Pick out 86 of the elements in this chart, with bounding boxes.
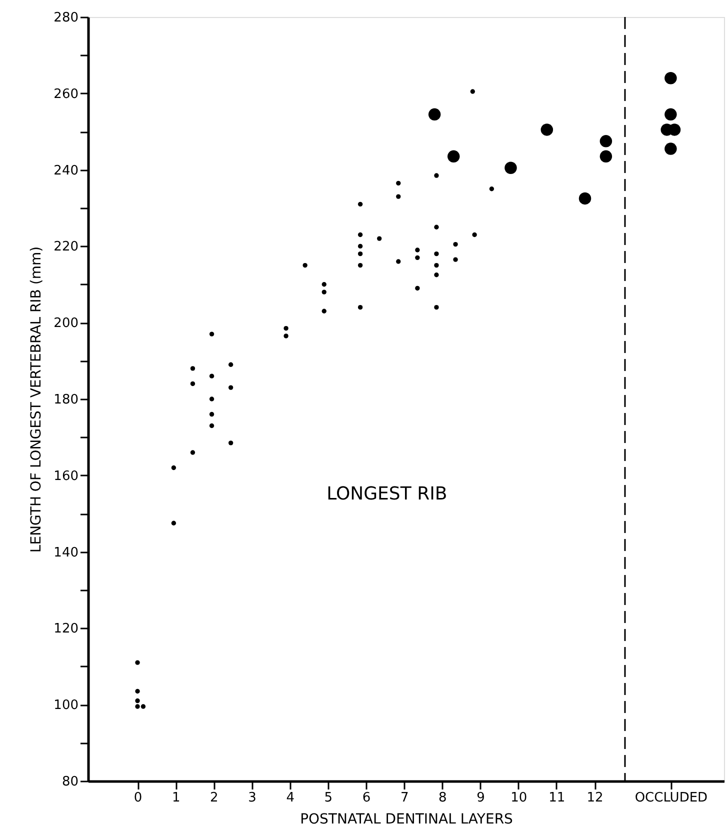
y-tick-label: 100 <box>54 698 78 714</box>
y-tick-label: 140 <box>54 545 78 560</box>
x-tick-label: OCCLUDED <box>634 790 708 806</box>
y-tick-label: 220 <box>54 240 78 255</box>
x-tick-label: 8 <box>438 790 447 806</box>
point <box>322 308 326 314</box>
x-tick-label: 11 <box>548 790 566 806</box>
y-tick-label: 200 <box>54 316 78 332</box>
y-tick-label: 80 <box>62 774 78 790</box>
x-tick-label: 7 <box>400 790 409 806</box>
point <box>376 236 382 241</box>
point <box>447 150 460 163</box>
point <box>434 304 439 310</box>
point <box>209 396 214 402</box>
point <box>540 124 554 136</box>
point <box>396 194 401 199</box>
point <box>600 150 612 163</box>
point <box>135 688 140 694</box>
point <box>190 381 196 386</box>
point <box>135 704 140 709</box>
point <box>504 162 517 174</box>
point <box>453 242 458 247</box>
point <box>135 660 140 665</box>
x-tick-label: 5 <box>324 790 333 806</box>
point <box>171 520 176 526</box>
x-tick-label: 6 <box>362 790 371 806</box>
x-tick-label: 10 <box>510 790 528 806</box>
point <box>322 290 326 294</box>
x-tick-label: 4 <box>286 790 294 806</box>
point <box>209 412 214 417</box>
point <box>470 89 475 94</box>
point <box>578 192 592 205</box>
x-tick-label: 1 <box>172 790 180 806</box>
annotation: LONGEST RIB <box>326 484 448 504</box>
point <box>228 440 234 446</box>
point <box>415 248 420 252</box>
point <box>358 304 363 310</box>
point <box>302 262 308 268</box>
point <box>284 334 288 338</box>
point <box>322 282 326 287</box>
point <box>140 704 146 709</box>
point <box>190 450 196 455</box>
x-tick-label: 3 <box>248 790 256 806</box>
point <box>209 332 214 336</box>
y-tick-label: 240 <box>54 163 78 178</box>
x-tick-label: 12 <box>586 790 604 806</box>
point <box>396 180 401 186</box>
point <box>358 244 363 249</box>
point <box>190 366 196 371</box>
point <box>434 173 439 178</box>
x-tick-label: 9 <box>476 790 485 806</box>
point <box>209 374 214 378</box>
point <box>472 232 477 238</box>
point <box>664 108 677 121</box>
y-tick-label: 160 <box>54 468 78 484</box>
y-axis-title: LENGTH OF LONGEST VERTEBRAL RIB (mm) <box>28 246 45 553</box>
y-tick-label: 180 <box>54 392 78 408</box>
point <box>228 385 234 390</box>
point <box>434 262 439 268</box>
point <box>135 698 140 704</box>
point <box>600 135 612 148</box>
point <box>396 259 401 264</box>
x-tick-label: 0 <box>134 790 142 806</box>
point <box>428 108 441 121</box>
point <box>415 286 420 291</box>
point <box>415 255 420 260</box>
y-tick-label: 280 <box>54 10 78 26</box>
point <box>453 257 458 262</box>
point <box>434 224 439 230</box>
y-tick-label: 260 <box>54 86 78 102</box>
x-tick-label: 2 <box>210 790 218 806</box>
point <box>171 465 176 470</box>
point <box>358 232 363 238</box>
y-tick-label: 120 <box>54 622 78 637</box>
point <box>358 202 363 207</box>
point <box>434 272 439 278</box>
point <box>358 252 363 256</box>
point <box>228 362 234 367</box>
point <box>358 262 363 268</box>
point <box>664 142 677 155</box>
point <box>209 423 214 428</box>
point <box>434 252 439 256</box>
x-axis-title: POSTNATAL DENTINAL LAYERS <box>300 812 514 828</box>
point <box>664 72 677 84</box>
point <box>284 326 288 331</box>
point <box>489 186 494 192</box>
